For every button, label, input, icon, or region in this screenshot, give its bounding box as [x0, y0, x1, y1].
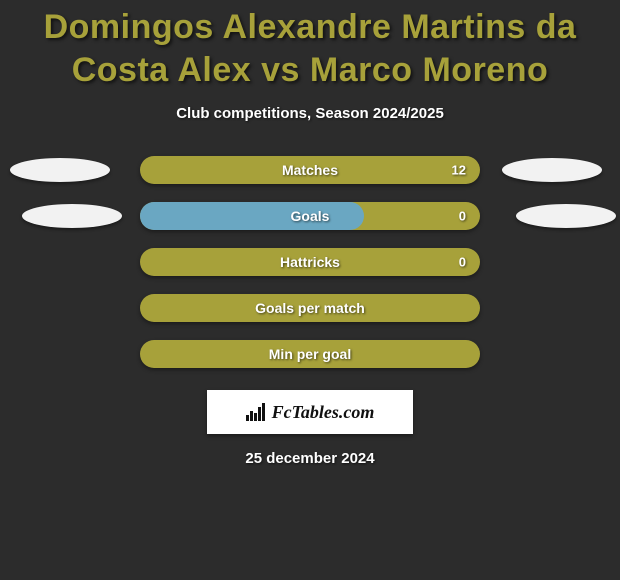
stat-rows: Matches 12 Goals 0 Hattricks 0 Goals per match…: [0, 156, 620, 368]
right-ellipse: [516, 204, 616, 228]
bars-icon: [246, 403, 266, 421]
right-ellipse: [502, 158, 602, 182]
stat-row: Goals per match: [0, 294, 620, 322]
stat-label: Min per goal: [269, 346, 351, 362]
stat-bar: Min per goal: [140, 340, 480, 368]
stat-bar-fill: [140, 202, 364, 230]
subtitle: Club competitions, Season 2024/2025: [0, 105, 620, 122]
stat-row: Hattricks 0: [0, 248, 620, 276]
stat-row: Goals 0: [0, 202, 620, 230]
left-ellipse: [10, 158, 110, 182]
page-title: Domingos Alexandre Martins da Costa Alex…: [0, 0, 620, 91]
stat-label: Goals per match: [255, 300, 365, 316]
date-text: 25 december 2024: [0, 450, 620, 467]
stat-label: Matches: [282, 162, 338, 178]
brand-box: FcTables.com: [207, 390, 413, 434]
stat-bar: Goals 0: [140, 202, 480, 230]
brand-text: FcTables.com: [272, 402, 375, 423]
left-ellipse: [22, 204, 122, 228]
stat-value: 0: [459, 255, 466, 270]
stat-bar: Hattricks 0: [140, 248, 480, 276]
stat-value: 12: [452, 163, 466, 178]
stat-row: Matches 12: [0, 156, 620, 184]
stat-row: Min per goal: [0, 340, 620, 368]
stat-value: 0: [459, 209, 466, 224]
stat-bar: Goals per match: [140, 294, 480, 322]
stat-label: Goals: [291, 208, 330, 224]
stat-bar: Matches 12: [140, 156, 480, 184]
stat-label: Hattricks: [280, 254, 340, 270]
